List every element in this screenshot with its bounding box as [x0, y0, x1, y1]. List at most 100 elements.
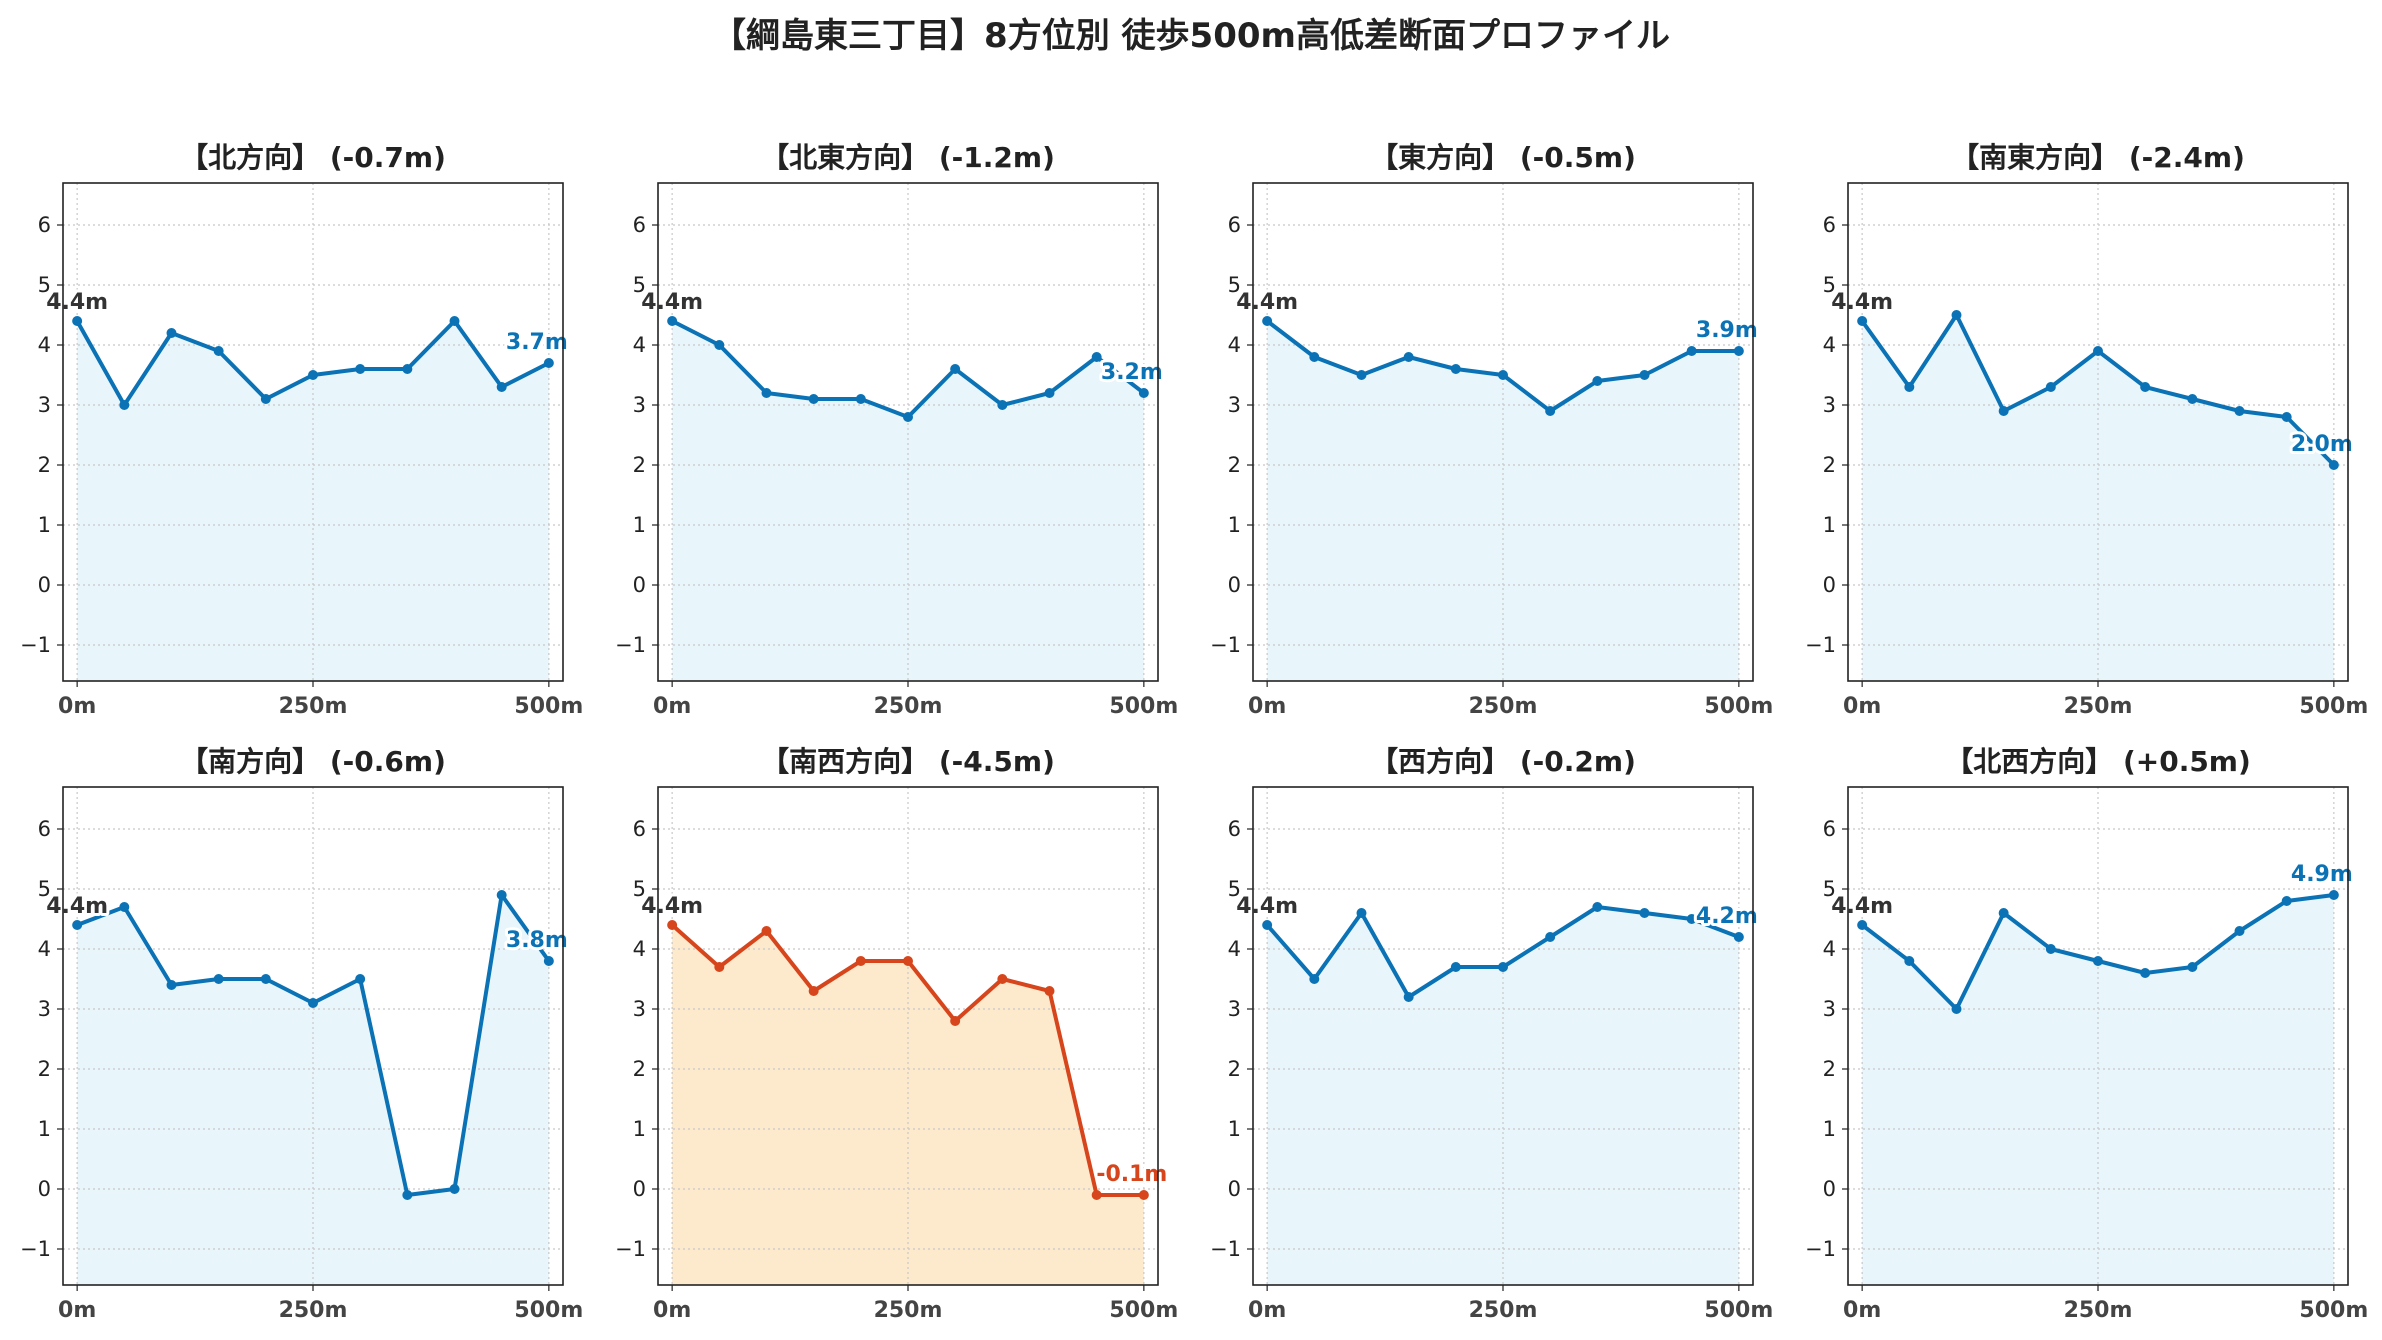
x-tick-label: 0m	[1843, 694, 1881, 719]
end-elevation-label: 4.9m	[2291, 862, 2353, 887]
x-tick-label: 250m	[2064, 1298, 2133, 1323]
y-tick-label: −1	[20, 1237, 51, 1261]
y-tick-label: 6	[38, 213, 51, 237]
data-point	[667, 920, 678, 930]
data-point	[213, 974, 224, 984]
data-point	[2281, 412, 2292, 422]
x-tick-label: 0m	[653, 1298, 691, 1323]
start-elevation-label: 4.4m	[1236, 894, 1298, 919]
data-point	[997, 400, 1008, 410]
x-tick-label: 0m	[1248, 694, 1286, 719]
data-point	[714, 340, 725, 350]
plot-frame	[62, 786, 564, 1286]
y-tick-label: 3	[633, 393, 646, 417]
data-point	[808, 394, 819, 404]
data-point	[2234, 406, 2245, 416]
x-tick-label: 500m	[514, 1298, 583, 1323]
data-point	[2093, 956, 2103, 966]
data-point	[1450, 962, 1461, 972]
end-elevation-label: 3.2m	[1101, 360, 1163, 385]
data-point	[1904, 382, 1915, 392]
y-tick-label: 4	[1228, 333, 1241, 357]
data-point	[2328, 460, 2339, 470]
profile-area	[77, 321, 549, 681]
data-point	[213, 346, 224, 356]
plot-frame	[657, 182, 1159, 682]
data-point	[402, 1190, 413, 1200]
y-tick-label: 5	[1823, 877, 1836, 901]
x-tick-label: 500m	[1109, 694, 1178, 719]
data-point	[496, 382, 507, 392]
y-tick-label: 1	[633, 513, 646, 537]
x-tick-label: 250m	[279, 694, 348, 719]
y-tick-label: 4	[1823, 333, 1836, 357]
profile-area	[77, 895, 549, 1285]
y-tick-label: 3	[1228, 997, 1241, 1021]
data-point	[714, 962, 725, 972]
y-tick-label: 6	[633, 817, 646, 841]
plot-frame	[1252, 786, 1754, 1286]
panel-title: 【北東方向】 (-1.2m)	[761, 141, 1055, 174]
x-tick-label: 250m	[1469, 694, 1538, 719]
data-point	[72, 316, 83, 326]
profile-area	[672, 321, 1144, 681]
data-point	[903, 956, 913, 966]
y-tick-label: 3	[38, 997, 51, 1021]
data-point	[1498, 962, 1508, 972]
data-point	[1403, 992, 1414, 1002]
data-point	[1044, 986, 1055, 996]
chart-panel: 【北西方向】 (+0.5m) −1 0 1 2 3 4 5 6 0m 250m 500m 4.4m 4.9…	[1805, 745, 2368, 1323]
y-tick-label: 1	[1823, 513, 1836, 537]
y-tick-label: 5	[633, 877, 646, 901]
data-point	[1639, 908, 1650, 918]
y-tick-label: −1	[1210, 633, 1241, 657]
start-elevation-label: 4.4m	[1831, 894, 1893, 919]
data-point	[1545, 932, 1556, 942]
data-point	[855, 394, 866, 404]
profile-area	[1862, 895, 2334, 1285]
y-tick-label: 4	[633, 333, 646, 357]
end-elevation-label: 2.0m	[2291, 432, 2353, 457]
data-point	[761, 926, 772, 936]
y-tick-label: 0	[1823, 573, 1836, 597]
figure-title: 【綱島東三丁目】8方位別 徒歩500m高低差断面プロファイル	[712, 16, 1670, 56]
y-tick-label: 5	[1228, 273, 1241, 297]
y-tick-label: −1	[615, 1237, 646, 1261]
data-point	[1262, 316, 1273, 326]
start-elevation-label: 4.4m	[46, 894, 108, 919]
y-tick-label: 1	[633, 1117, 646, 1141]
data-point	[1857, 920, 1868, 930]
end-elevation-label: 3.7m	[506, 330, 568, 355]
data-point	[166, 328, 177, 338]
chart-panel: 【北東方向】 (-1.2m) −1 0 1 2 3 4 5 6 0m 250m 500m 4.4m 3.2…	[615, 141, 1178, 719]
y-tick-label: 3	[1823, 997, 1836, 1021]
data-point	[950, 1016, 961, 1026]
data-point	[260, 394, 271, 404]
profile-area	[1267, 907, 1739, 1285]
y-tick-label: 1	[1228, 1117, 1241, 1141]
data-point	[2187, 394, 2198, 404]
data-point	[72, 920, 83, 930]
panel-title: 【北方向】 (-0.7m)	[180, 141, 446, 174]
chart-panel: 【東方向】 (-0.5m) −1 0 1 2 3 4 5 6 0m 250m 500m 4.4m 3.9m	[1210, 141, 1773, 719]
data-point	[2328, 890, 2339, 900]
profile-area	[1267, 321, 1739, 681]
y-tick-label: 5	[38, 273, 51, 297]
data-point	[1951, 1004, 1962, 1014]
data-point	[1998, 406, 2009, 416]
y-tick-label: 3	[38, 393, 51, 417]
x-tick-label: 500m	[1704, 1298, 1773, 1323]
x-tick-label: 500m	[1704, 694, 1773, 719]
x-tick-label: 500m	[1109, 1298, 1178, 1323]
y-tick-label: 4	[1823, 937, 1836, 961]
data-point	[1545, 406, 1556, 416]
y-tick-label: 0	[1228, 573, 1241, 597]
x-tick-label: 250m	[279, 1298, 348, 1323]
start-elevation-label: 4.4m	[641, 894, 703, 919]
data-point	[761, 388, 772, 398]
data-point	[903, 412, 913, 422]
data-point	[667, 316, 678, 326]
profile-area	[672, 925, 1144, 1285]
y-tick-label: 0	[38, 1177, 51, 1201]
chart-panel: 【西方向】 (-0.2m) −1 0 1 2 3 4 5 6 0m 250m 500m 4.4m 4.2m	[1210, 745, 1773, 1323]
